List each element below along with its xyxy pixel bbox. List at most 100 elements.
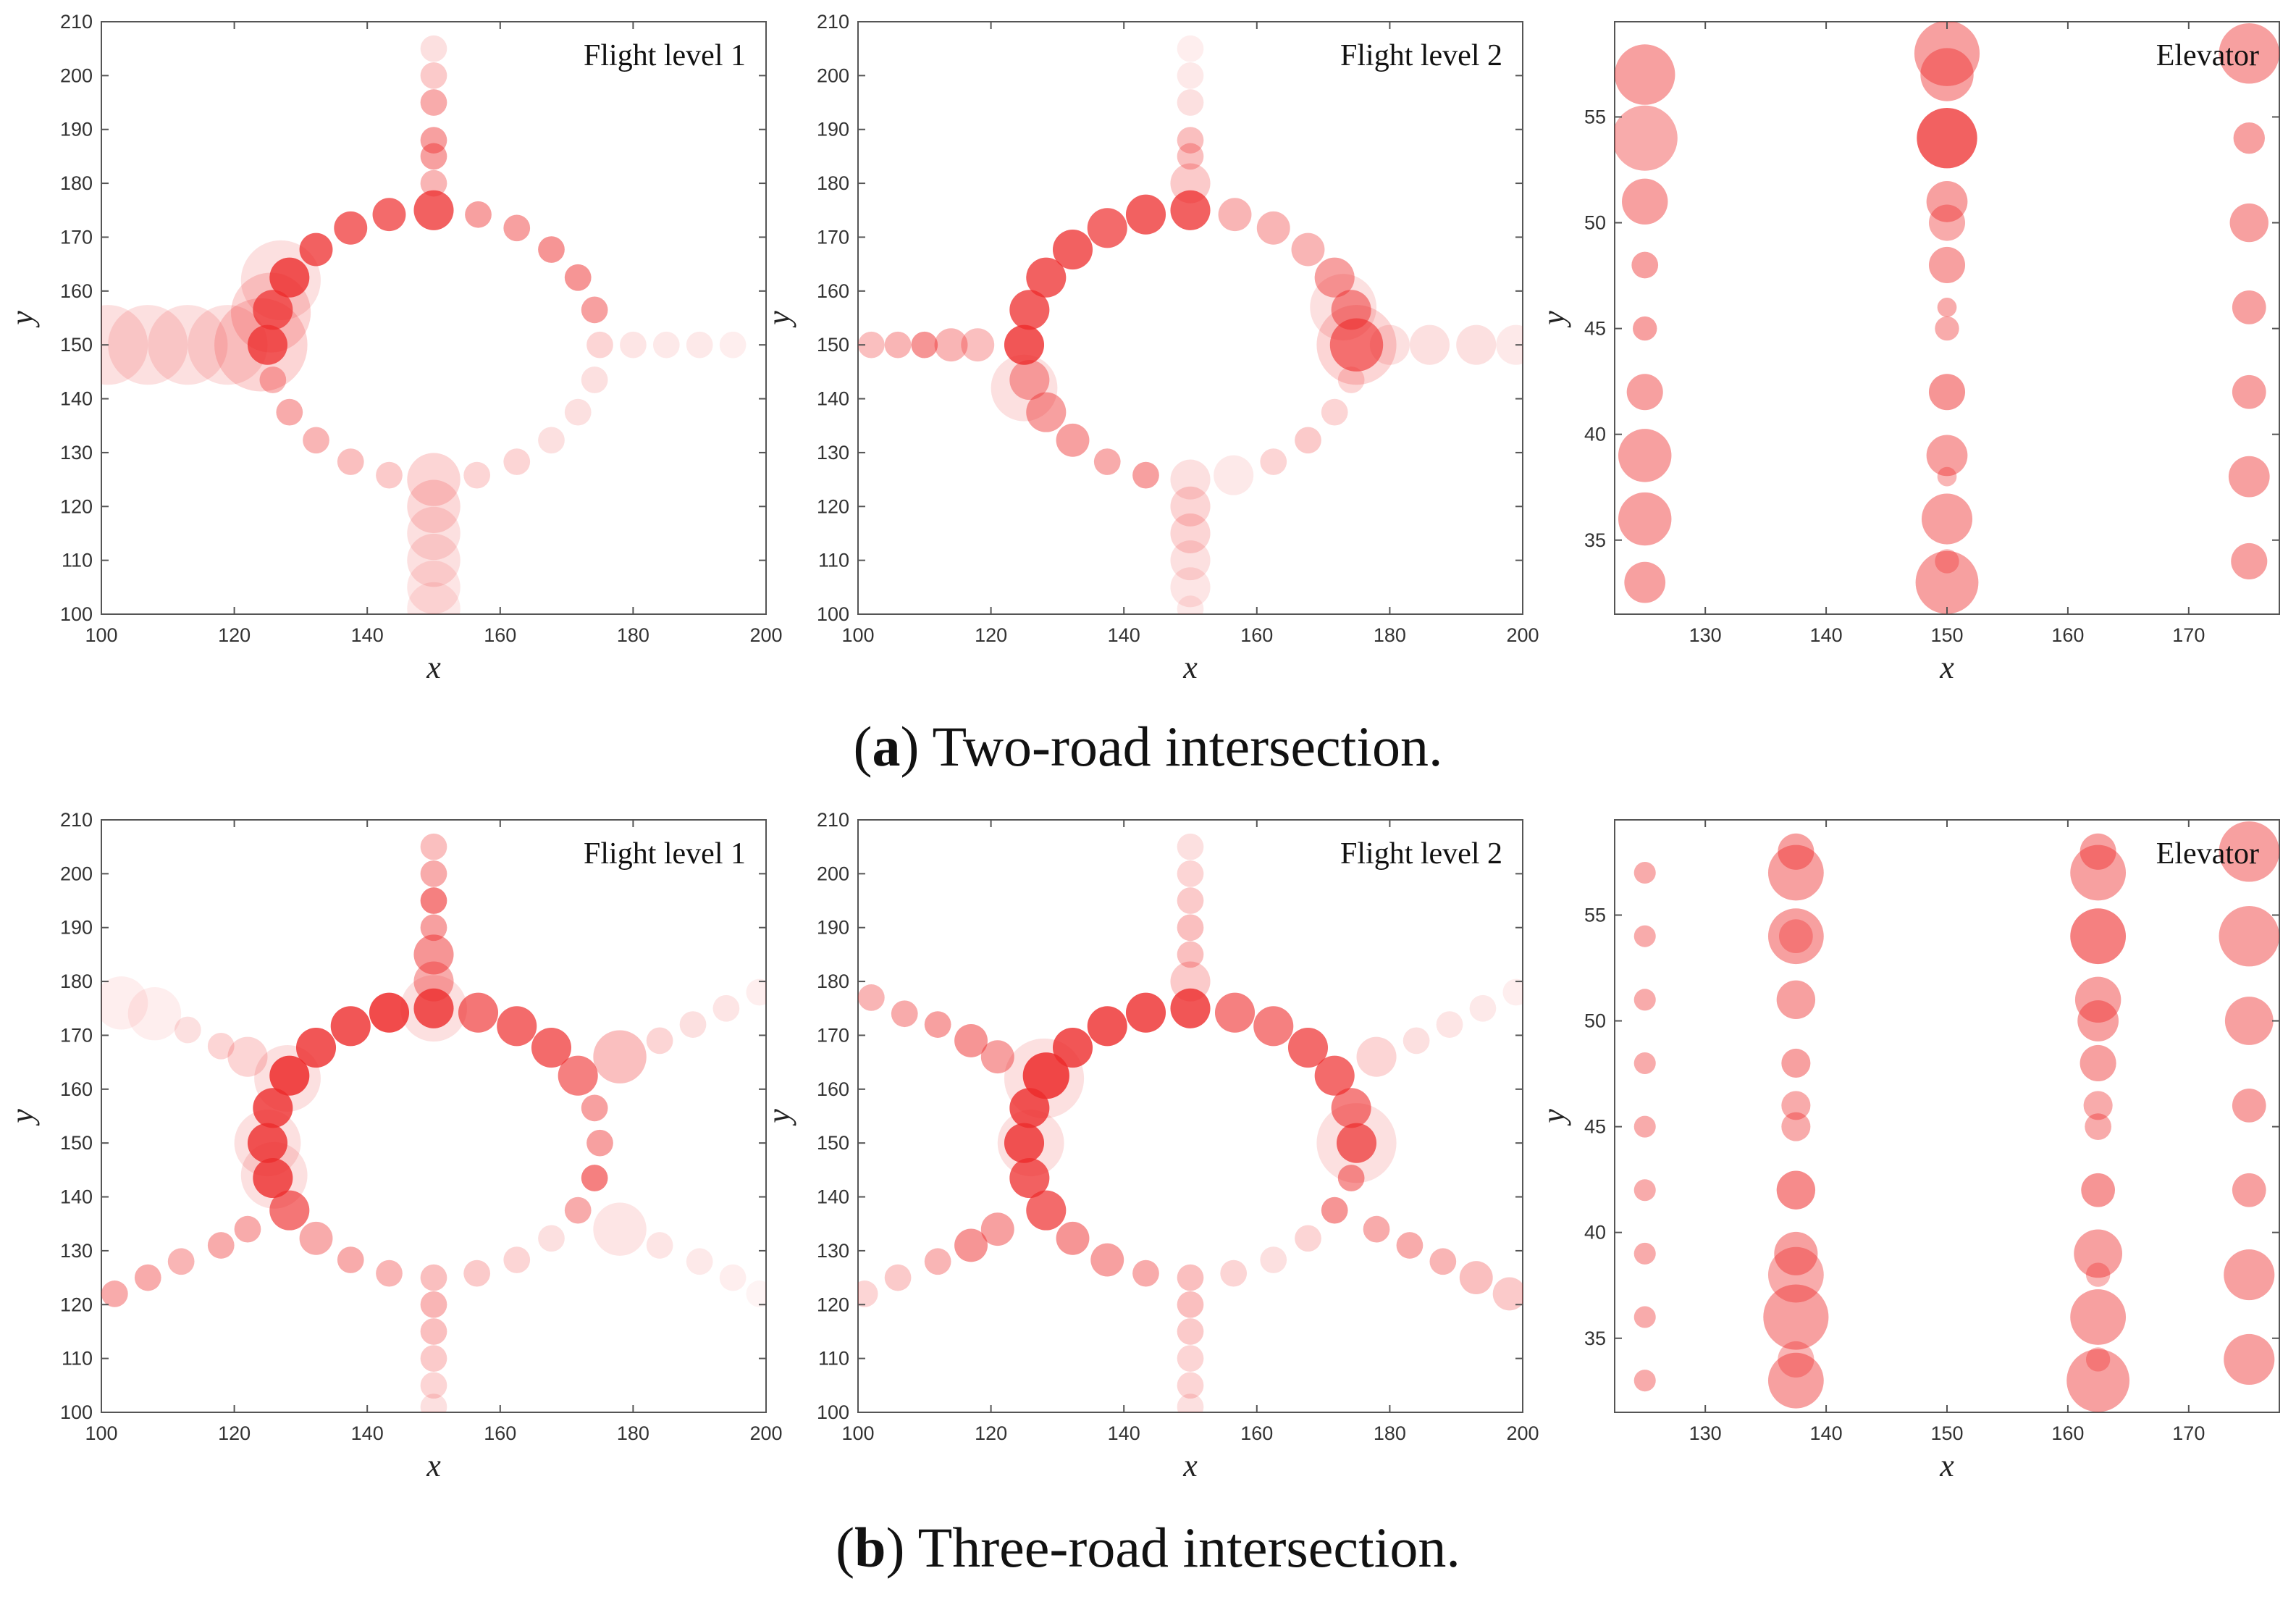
panel-b2-xtick-label-120: 120 xyxy=(975,1422,1007,1444)
panel-a2-south-road-point-4 xyxy=(1177,595,1204,614)
panel-b2-ytick-label-110: 110 xyxy=(818,1348,849,1370)
panel-b2-ring-point-19 xyxy=(1331,1088,1371,1128)
panel-b1-frame xyxy=(101,819,767,1413)
panel-b2-north-road-point-4 xyxy=(1177,860,1204,887)
panel-b3-x125-point-2 xyxy=(1633,989,1656,1011)
panel-a2-east-road-point-1 xyxy=(1409,324,1450,365)
panel-a2-north-road-point-0 xyxy=(1170,163,1211,204)
panel-b3-x125-point-0 xyxy=(1633,862,1656,884)
panel-a2-title: Flight level 2 xyxy=(1340,39,1502,72)
panel-a2-ytick-label-210: 210 xyxy=(817,11,849,33)
panel-b3-x175-point-3 xyxy=(2232,1089,2266,1123)
panel-a1-north-road-point-1 xyxy=(420,143,447,170)
panel-b3-x162-point-6 xyxy=(2083,1091,2113,1120)
panel-b2-ring-point-7 xyxy=(1009,1157,1050,1199)
panel-b3-x137-point-5 xyxy=(1781,1048,1811,1078)
panel-a3-x125-point-5 xyxy=(1626,374,1663,411)
panel-a2-ytick-label-130: 130 xyxy=(817,442,849,464)
panel-a2-north-road-point-1 xyxy=(1177,143,1204,170)
panel-a3-x150-point-1 xyxy=(1920,48,1974,101)
caption-a: (a) Two-road intersection. xyxy=(853,715,1443,778)
panel-b3-ylabel: y xyxy=(1536,1109,1571,1126)
panel-a2-xtick-label-140: 140 xyxy=(1108,624,1140,646)
panel-a1-ring-point-13 xyxy=(503,448,531,475)
panel-b2-ring-point-2 xyxy=(1087,1006,1127,1047)
panel-b3-x175-point-0 xyxy=(2219,821,2279,882)
panel-a2-north-road-point-2 xyxy=(1177,127,1204,154)
panel-b2-ytick-label-120: 120 xyxy=(817,1294,849,1315)
panel-a2-ytick-label-160: 160 xyxy=(817,280,849,302)
panel-b2-ring-point-14 xyxy=(1260,1246,1287,1273)
panel-b1-ring-point-17 xyxy=(581,1165,608,1191)
panel-b1-nw-road-point-0 xyxy=(101,976,148,1030)
panel-a3-x125-point-1 xyxy=(1615,105,1678,171)
panel-a3-ytick-label-35: 35 xyxy=(1584,529,1606,551)
panel-b2-ytick-label-200: 200 xyxy=(817,863,849,884)
panel-a3-x125-point-8 xyxy=(1624,561,1666,603)
panel-b1-ring-point-3 xyxy=(295,1028,337,1068)
panel-b3-xtick-label-160: 160 xyxy=(2051,1422,2084,1444)
panel-b1-sw-road-point-3 xyxy=(207,1232,235,1259)
panel-a2-ytick-label-180: 180 xyxy=(817,172,849,194)
panel-a2-ytick-label-120: 120 xyxy=(817,495,849,517)
panel-b1-ring-point-8 xyxy=(269,1190,310,1231)
panel-a2-ring-point-20 xyxy=(1314,257,1355,298)
panel-a2-ring-point-6 xyxy=(1004,324,1045,365)
panel-a2-xtick-label-200: 200 xyxy=(1506,624,1539,646)
panel-b1-xtick-label-180: 180 xyxy=(617,1422,649,1444)
panel-a2-xtick-label-180: 180 xyxy=(1374,624,1406,646)
panel-a1-ylabel: y xyxy=(4,311,40,328)
panel-a3-x150-point-2 xyxy=(1917,107,1977,169)
panel-a1-north-road-point-0 xyxy=(420,169,447,197)
panel-b2-north-road-point-3 xyxy=(1177,887,1204,914)
panel-b2-nw-road-point-0 xyxy=(858,984,885,1011)
panel-b2-ytick-label-130: 130 xyxy=(817,1240,849,1262)
panel-b1-north-road-point-5 xyxy=(420,833,447,860)
panel-a2-halo-point-2 xyxy=(991,354,1058,422)
panel-b1-nw-road-point-1 xyxy=(127,986,182,1041)
panel-b2-ring-point-13 xyxy=(1220,1259,1248,1287)
panel-b1-markers xyxy=(101,833,766,1412)
panel-a2-ytick-label-110: 110 xyxy=(818,550,849,571)
panel-a1-ring-point-2 xyxy=(334,211,368,245)
panel-a3-x125-point-3 xyxy=(1631,251,1659,279)
panel-a2-ring-point-19 xyxy=(1331,290,1371,330)
panel-a3-ytick-label-50: 50 xyxy=(1584,212,1606,234)
panel-b3-x175-point-5 xyxy=(2224,1249,2275,1301)
panel-a2-ytick-label-140: 140 xyxy=(817,388,849,410)
panel-a1-north-road-point-2 xyxy=(420,127,447,154)
panel-a3-x150-point-8 xyxy=(1928,374,1966,411)
panel-a1-ring-point-1 xyxy=(372,198,406,232)
panel-b2-ne-road-point-1 xyxy=(1403,1027,1430,1055)
panel-b3-x175-point-2 xyxy=(2224,997,2274,1045)
panel-a3-xlabel: x xyxy=(1939,650,1954,685)
panel-a2-ring-point-8 xyxy=(1026,392,1067,432)
panel-b1-ytick-label-130: 130 xyxy=(60,1240,93,1262)
panel-b3-x175-point-1 xyxy=(2219,905,2279,967)
panel-b2-south-road-point-0 xyxy=(1177,1291,1204,1318)
panel-a3-x125-point-7 xyxy=(1618,492,1672,546)
panel-a2-xlabel: x xyxy=(1182,650,1198,685)
panel-a2-west-road-point-4 xyxy=(961,328,995,362)
panel-b2-ytick-label-170: 170 xyxy=(817,1024,849,1046)
panel-b2-ring-point-5 xyxy=(1009,1088,1050,1128)
panel-b2-ytick-label-210: 210 xyxy=(817,809,849,831)
panel-b1-nw-road-point-2 xyxy=(174,1016,201,1044)
panel-b1-sw-road-point-1 xyxy=(134,1264,161,1291)
panel-a1-ytick-label-180: 180 xyxy=(60,172,93,194)
panel-a3-x125-point-4 xyxy=(1633,316,1657,341)
panel-b1-north-road-point-2 xyxy=(420,914,447,942)
panel-b2-xtick-label-180: 180 xyxy=(1374,1422,1406,1444)
panel-b1-xtick-label-140: 140 xyxy=(351,1422,384,1444)
panel-a2-north-road-point-3 xyxy=(1177,89,1204,116)
panel-a1-ytick-label-110: 110 xyxy=(62,550,93,571)
panel-a2-ring-point-0 xyxy=(1170,190,1211,230)
panel-a1-south-road-point-2 xyxy=(407,506,461,561)
panel-a3-x125-point-6 xyxy=(1618,429,1672,482)
panel-b3-x162-point-7 xyxy=(2085,1113,2111,1140)
panel-a1-ytick-label-190: 190 xyxy=(60,119,93,141)
panel-a2-west-road-point-0 xyxy=(858,331,885,359)
panel-b3-x162-point-4 xyxy=(2077,1000,2119,1041)
panel-b1-south-road-point-2 xyxy=(420,1345,447,1372)
panel-b1-halo-point-2 xyxy=(234,1110,301,1177)
